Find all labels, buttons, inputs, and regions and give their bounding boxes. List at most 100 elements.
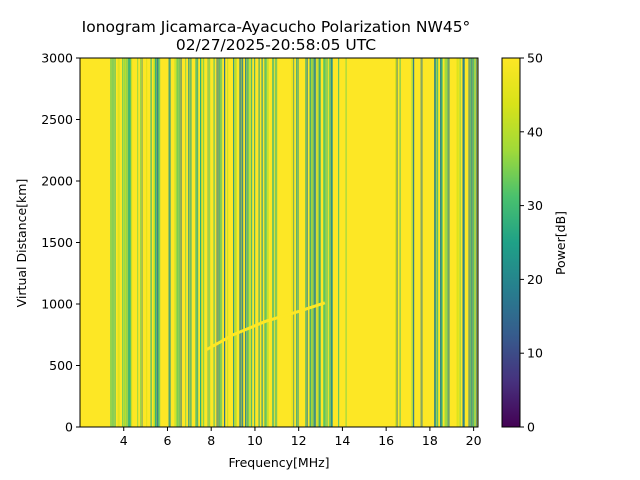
noise-stripe bbox=[233, 58, 235, 427]
noise-stripe bbox=[474, 58, 476, 427]
noise-stripe bbox=[245, 58, 247, 427]
x-tick-label: 20 bbox=[466, 433, 482, 448]
noise-stripe bbox=[297, 58, 299, 427]
noise-stripe bbox=[111, 58, 113, 427]
colorbar-tick-label: 0 bbox=[527, 420, 535, 435]
x-axis-label: Frequency[MHz] bbox=[228, 455, 329, 470]
noise-stripe bbox=[128, 58, 131, 427]
noise-stripe bbox=[177, 58, 179, 427]
noise-stripe bbox=[293, 58, 295, 427]
noise-stripe bbox=[396, 58, 398, 427]
y-tick-label: 2000 bbox=[41, 174, 73, 189]
noise-stripe bbox=[189, 58, 192, 427]
frequency-noise-stripes bbox=[110, 58, 478, 427]
colorbar-tick-label: 50 bbox=[527, 51, 543, 66]
noise-stripe bbox=[296, 58, 298, 427]
noise-stripe bbox=[275, 58, 278, 427]
noise-stripe bbox=[146, 58, 148, 427]
y-tick-label: 1000 bbox=[41, 297, 73, 312]
noise-stripe bbox=[470, 58, 473, 427]
y-tick-label: 500 bbox=[49, 358, 73, 373]
noise-stripe bbox=[224, 58, 226, 427]
trace-line bbox=[206, 301, 326, 351]
noise-stripe bbox=[266, 58, 268, 427]
noise-stripe bbox=[251, 58, 253, 427]
noise-stripe bbox=[264, 58, 266, 427]
noise-stripe bbox=[203, 58, 205, 427]
chart-subtitle: 02/27/2025-20:58:05 UTC bbox=[176, 36, 376, 54]
noise-stripe bbox=[317, 58, 319, 427]
y-tick-label: 3000 bbox=[41, 51, 73, 66]
ionospheric-trace bbox=[206, 301, 326, 351]
noise-stripe bbox=[156, 58, 159, 427]
noise-stripe bbox=[131, 58, 133, 427]
x-tick-label: 10 bbox=[247, 433, 263, 448]
x-axis-ticks: 4 6 8 10 12 14 16 18 20 bbox=[120, 427, 482, 448]
noise-stripe bbox=[309, 58, 312, 427]
noise-stripe bbox=[125, 58, 128, 427]
noise-stripe bbox=[137, 58, 139, 427]
noise-stripe bbox=[468, 58, 470, 427]
noise-stripe bbox=[239, 58, 242, 427]
noise-stripe bbox=[326, 58, 329, 427]
noise-stripe bbox=[411, 58, 414, 427]
noise-stripe bbox=[219, 58, 221, 427]
noise-stripe bbox=[338, 58, 340, 427]
noise-stripe bbox=[399, 58, 401, 427]
x-tick-label: 8 bbox=[207, 433, 215, 448]
noise-stripe bbox=[126, 58, 128, 427]
noise-stripe bbox=[249, 58, 251, 427]
noise-stripe bbox=[180, 58, 182, 427]
noise-stripe bbox=[200, 58, 202, 427]
noise-stripe bbox=[446, 58, 449, 427]
noise-stripe bbox=[158, 58, 161, 427]
x-tick-label: 18 bbox=[422, 433, 438, 448]
noise-stripe bbox=[179, 58, 181, 427]
noise-stripe bbox=[323, 58, 326, 427]
noise-stripe bbox=[188, 58, 190, 427]
noise-stripe bbox=[447, 58, 450, 427]
colorbar-ticks: 0 10 20 30 40 50 bbox=[520, 51, 543, 435]
noise-stripe bbox=[311, 58, 314, 427]
noise-stripe bbox=[201, 58, 203, 427]
noise-stripe bbox=[141, 58, 143, 427]
x-tick-label: 4 bbox=[120, 433, 128, 448]
colorbar-label: Power[dB] bbox=[553, 211, 568, 275]
noise-stripe bbox=[329, 58, 331, 427]
y-axis-label: Virtual Distance[km] bbox=[14, 179, 29, 308]
noise-stripe bbox=[473, 58, 475, 427]
noise-stripe bbox=[476, 58, 478, 427]
noise-stripe bbox=[114, 58, 116, 427]
noise-stripe bbox=[234, 58, 237, 427]
y-tick-label: 2500 bbox=[41, 112, 73, 127]
noise-stripe bbox=[330, 58, 333, 427]
noise-stripe bbox=[246, 58, 249, 427]
chart-title: Ionogram Jicamarca-Ayacucho Polarization… bbox=[82, 18, 471, 36]
colorbar-tick-label: 10 bbox=[527, 346, 543, 361]
noise-stripe bbox=[267, 58, 269, 427]
noise-stripe bbox=[242, 58, 244, 427]
noise-stripe bbox=[272, 58, 275, 427]
y-tick-label: 1500 bbox=[41, 235, 73, 250]
noise-stripe bbox=[216, 58, 218, 427]
x-tick-label: 6 bbox=[163, 433, 171, 448]
noise-stripe bbox=[440, 58, 443, 427]
noise-stripe bbox=[306, 58, 308, 427]
noise-stripe bbox=[207, 58, 209, 427]
noise-stripe bbox=[176, 58, 179, 427]
colorbar-tick-label: 40 bbox=[527, 124, 543, 139]
noise-stripe bbox=[318, 58, 321, 427]
noise-stripe bbox=[441, 58, 443, 427]
noise-stripe bbox=[209, 58, 211, 427]
noise-stripe bbox=[240, 58, 242, 427]
x-tick-label: 14 bbox=[334, 433, 350, 448]
noise-stripe bbox=[153, 58, 156, 427]
noise-stripe bbox=[140, 58, 142, 427]
noise-stripe bbox=[471, 58, 473, 427]
noise-stripe bbox=[435, 58, 437, 427]
noise-stripe bbox=[248, 58, 250, 427]
noise-stripe bbox=[113, 58, 115, 427]
colorbar-tick-label: 30 bbox=[527, 198, 543, 213]
noise-stripe bbox=[314, 58, 317, 427]
